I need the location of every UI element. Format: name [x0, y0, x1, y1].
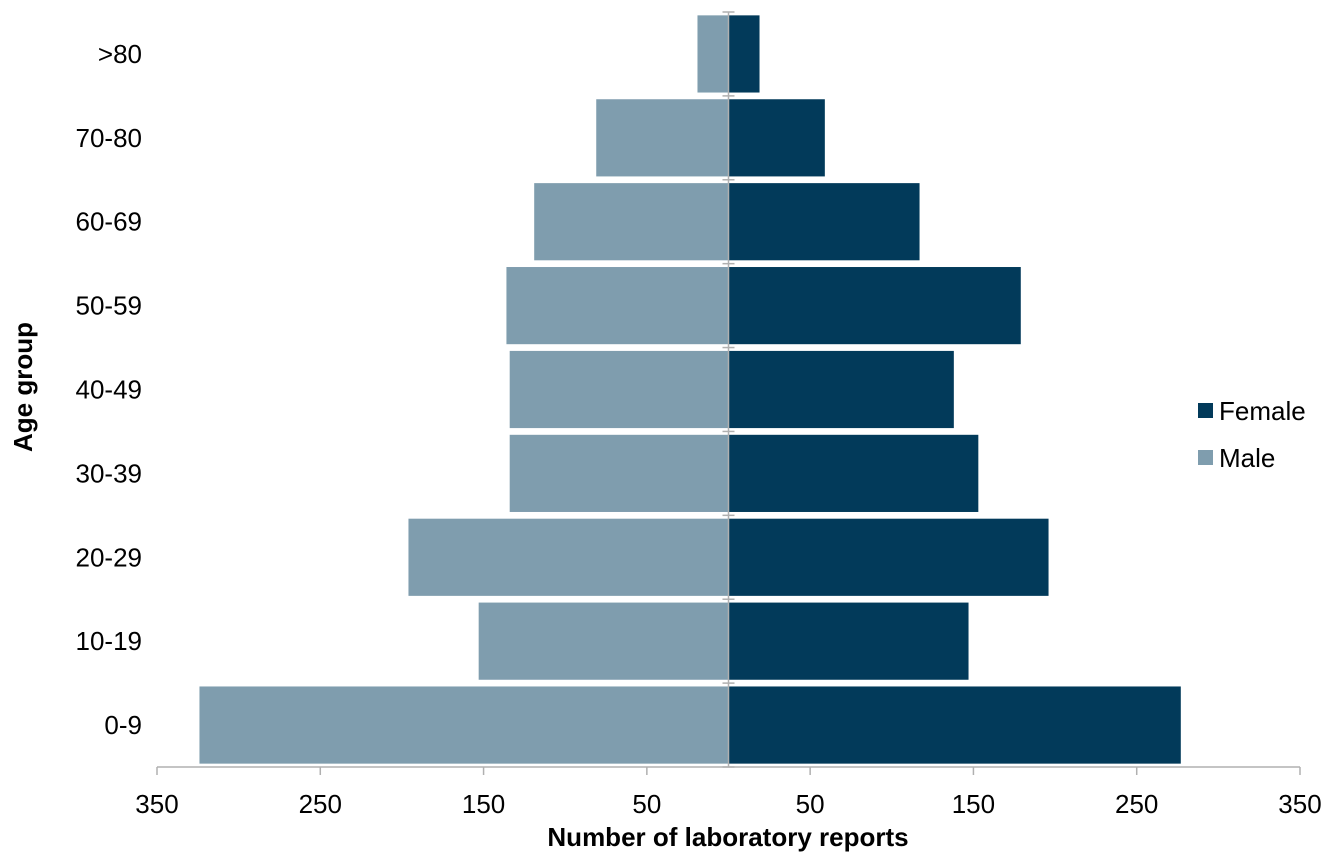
x-tick-labels: 350 250 150 50 50 150 250 350 [135, 789, 1321, 819]
x-tick-label: 50 [796, 789, 825, 819]
y-axis-title: Age group [8, 322, 38, 452]
bar-male-40-49 [509, 350, 729, 429]
y-tick-label-10-19: 10-19 [76, 626, 143, 656]
bar-male-0-9 [199, 686, 729, 764]
bar-male-30-39 [509, 434, 729, 512]
bar-female-20-29 [728, 518, 1049, 596]
legend-label-male: Male [1219, 443, 1275, 473]
axes-group [156, 11, 1301, 775]
x-tick-label: 250 [1115, 789, 1158, 819]
bar-female-10-19 [728, 602, 969, 680]
y-tick-label-0-9: 0-9 [104, 710, 142, 740]
bars-group [199, 15, 1181, 764]
x-tick-label: 150 [952, 789, 995, 819]
y-tick-label-60-69: 60-69 [76, 207, 143, 237]
bar-female-30-39 [728, 434, 979, 512]
legend-swatch-female [1198, 403, 1213, 418]
bar-male-over-80 [697, 15, 729, 93]
bar-male-70-80 [596, 99, 729, 177]
x-tick-label: 350 [135, 789, 178, 819]
bar-female-40-49 [728, 350, 954, 429]
bar-female-60-69 [728, 183, 920, 261]
bar-female-70-80 [728, 99, 825, 177]
bar-female-over-80 [728, 15, 760, 93]
bar-female-0-9 [728, 686, 1181, 764]
legend: Female Male [1198, 396, 1306, 473]
y-tick-label-70-80: 70-80 [76, 123, 143, 153]
x-axis-title: Number of laboratory reports [547, 822, 908, 852]
x-tick-label: 250 [299, 789, 342, 819]
bar-female-50-59 [728, 267, 1021, 345]
bar-male-60-69 [534, 183, 729, 261]
bar-male-10-19 [478, 602, 729, 680]
y-tick-label-40-49: 40-49 [76, 375, 143, 405]
legend-swatch-male [1198, 450, 1213, 465]
y-tick-labels: 0-9 10-19 20-29 30-39 40-49 50-59 60-69 70-80 >8… [76, 39, 143, 740]
x-tick-label: 150 [462, 789, 505, 819]
y-tick-label-30-39: 30-39 [76, 458, 143, 488]
x-tick-label: 50 [632, 789, 661, 819]
y-tick-label-over-80: >80 [98, 39, 142, 69]
y-tick-label-50-59: 50-59 [76, 291, 143, 321]
y-tick-label-20-29: 20-29 [76, 542, 143, 572]
x-tick-label: 350 [1278, 789, 1321, 819]
bar-male-50-59 [506, 267, 729, 345]
bar-male-20-29 [408, 518, 729, 596]
legend-label-female: Female [1219, 396, 1306, 426]
